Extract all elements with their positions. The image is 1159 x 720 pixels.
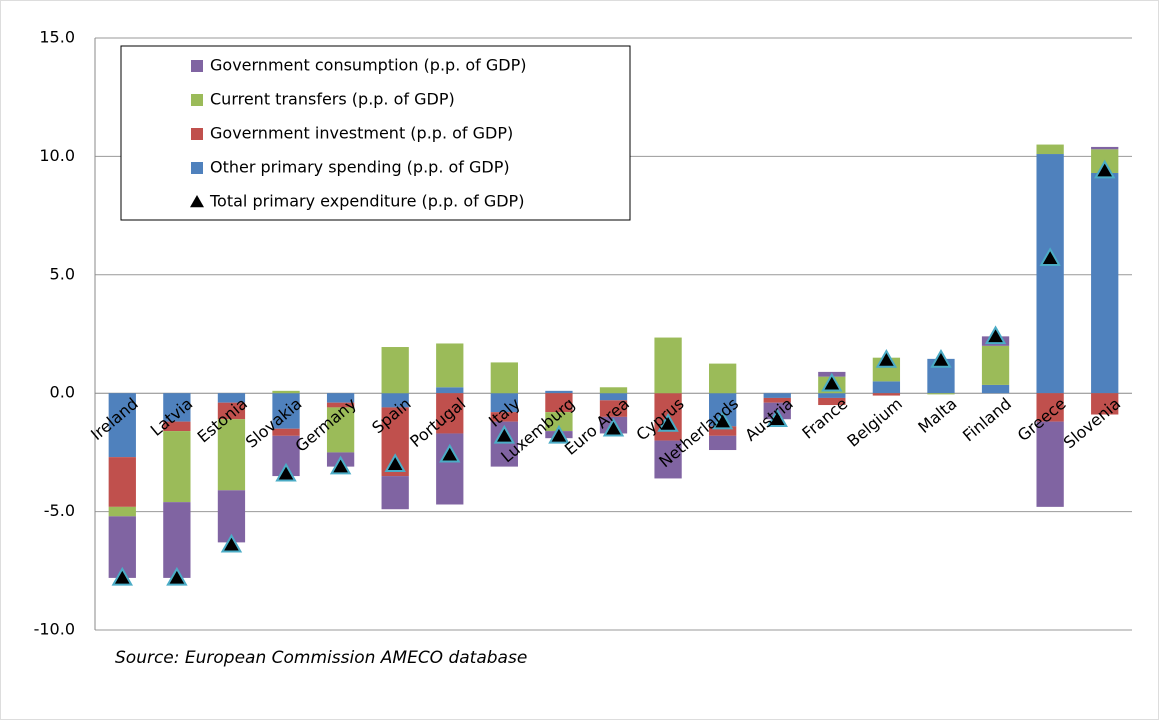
legend-swatch xyxy=(191,128,203,140)
legend-swatch xyxy=(191,94,203,106)
bar-segment xyxy=(490,362,518,394)
total-marker xyxy=(984,325,1007,345)
legend-marker xyxy=(190,195,204,208)
bar-segment xyxy=(163,431,191,503)
bar-segment xyxy=(545,393,573,413)
total-marker xyxy=(930,349,952,368)
bar-segment xyxy=(599,387,628,394)
bar-segment xyxy=(981,345,1010,385)
bar-segment xyxy=(326,402,355,408)
bar-segment xyxy=(654,337,682,394)
bar-segment xyxy=(818,393,846,398)
bar-segment xyxy=(381,476,409,510)
total-marker xyxy=(875,349,898,368)
bar-segment xyxy=(163,421,191,432)
bar-segment xyxy=(490,412,518,422)
bar-segment xyxy=(545,412,573,432)
y-tick-label: -5.0 xyxy=(44,501,75,520)
bar-segment xyxy=(436,387,464,394)
bar-segment xyxy=(217,490,246,543)
total-marker xyxy=(111,566,134,586)
bar-segment xyxy=(872,393,901,396)
bar-segment xyxy=(436,343,464,388)
bar-segment xyxy=(927,393,955,395)
bar-segment xyxy=(763,397,791,403)
total-marker xyxy=(657,412,679,432)
legend-label: Current transfers (p.p. of GDP) xyxy=(210,90,455,109)
bar-segment xyxy=(326,407,355,453)
bar-segment xyxy=(272,393,300,429)
bar-segment xyxy=(490,393,518,413)
legend-swatch xyxy=(191,60,203,72)
legend-label: Total primary expenditure (p.p. of GDP) xyxy=(209,192,524,211)
total-marker xyxy=(1039,247,1061,266)
bar-segment xyxy=(163,502,191,578)
bar-segment xyxy=(272,390,300,394)
total-marker xyxy=(766,408,788,427)
bar-segment xyxy=(108,393,136,458)
total-marker xyxy=(821,372,843,392)
total-marker xyxy=(384,453,406,472)
legend-label: Other primary spending (p.p. of GDP) xyxy=(210,158,510,177)
y-tick-label: -10.0 xyxy=(34,620,75,639)
bar-segment xyxy=(108,457,136,507)
total-marker xyxy=(439,443,461,463)
bar-segment xyxy=(709,435,737,451)
bar-segment xyxy=(1036,154,1064,394)
total-marker xyxy=(275,462,297,482)
bar-segment xyxy=(654,440,682,479)
bar-segment xyxy=(217,393,246,403)
y-tick-label: 0.0 xyxy=(50,383,75,402)
bar-segment xyxy=(1036,144,1064,155)
total-marker xyxy=(329,455,352,475)
bar-segment xyxy=(436,393,464,434)
bar-segment xyxy=(981,384,1010,394)
bar-segment xyxy=(1036,393,1064,422)
y-tick-label: 5.0 xyxy=(50,264,75,283)
bar-segment xyxy=(872,381,901,394)
bar-segment xyxy=(217,419,246,491)
y-tick-label: 10.0 xyxy=(39,146,75,165)
bar-segment xyxy=(818,397,846,406)
total-marker xyxy=(1093,159,1116,179)
y-tick-label: 15.0 xyxy=(39,28,75,47)
bar-segment xyxy=(1091,172,1119,394)
bar-segment xyxy=(163,393,191,422)
source-note: Source: European Commission AMECO databa… xyxy=(115,648,527,668)
legend-label: Government consumption (p.p. of GDP) xyxy=(210,56,526,75)
bar-segment xyxy=(1091,393,1119,415)
legend-label: Government investment (p.p. of GDP) xyxy=(210,124,513,143)
bar-segment xyxy=(709,426,737,436)
bar-segment xyxy=(381,347,409,394)
total-marker xyxy=(220,533,243,553)
total-marker xyxy=(493,424,516,444)
legend-box xyxy=(120,45,631,221)
bar-segment xyxy=(326,393,355,403)
total-marker xyxy=(166,566,188,586)
bar-segment xyxy=(1091,146,1119,150)
total-marker xyxy=(711,410,734,430)
bar-segment xyxy=(545,390,573,394)
bar-segment xyxy=(217,402,246,420)
bar-segment xyxy=(599,393,628,401)
bar-segment xyxy=(381,393,409,408)
bar-segment xyxy=(709,363,737,394)
bar-segment xyxy=(1036,421,1064,507)
bar-segment xyxy=(763,393,791,398)
bar-segment xyxy=(108,506,136,517)
legend-swatch xyxy=(191,162,203,174)
total-marker xyxy=(548,424,570,444)
bar-segment xyxy=(599,400,628,417)
total-marker xyxy=(602,417,625,437)
bar-segment xyxy=(272,428,300,436)
